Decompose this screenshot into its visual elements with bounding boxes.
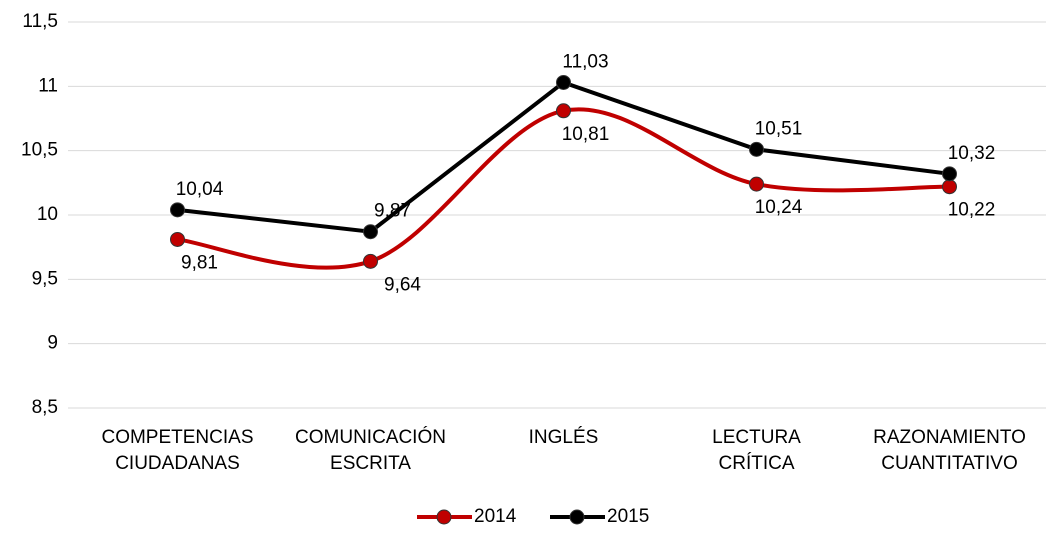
- marker: [942, 179, 957, 195]
- data-label: 9,87: [374, 201, 411, 222]
- y-tick-label: 11: [38, 75, 58, 96]
- data-label: 9,81: [181, 252, 218, 273]
- marker: [170, 231, 185, 247]
- x-tick-label: INGLÉS: [529, 427, 599, 448]
- legend-marker: [436, 509, 452, 525]
- marker: [942, 166, 957, 182]
- legend-label: 2015: [607, 506, 649, 527]
- marker: [556, 74, 571, 90]
- data-label: 10,04: [176, 179, 224, 200]
- legend-marker: [569, 509, 585, 525]
- x-tick-label: LECTURA CRÍTICA: [712, 427, 801, 474]
- data-label: 10,51: [755, 118, 803, 139]
- y-tick-label: 10: [37, 204, 58, 225]
- x-tick-label: COMUNICACIÓN ESCRITA: [295, 426, 446, 474]
- marker: [363, 253, 378, 269]
- data-label: 10,32: [948, 143, 996, 164]
- y-tick-label: 11,5: [22, 11, 58, 32]
- data-label: 11,03: [562, 51, 608, 72]
- marker: [749, 176, 764, 192]
- marker: [363, 224, 378, 240]
- y-tick-label: 8,5: [32, 397, 58, 418]
- data-label: 10,22: [948, 200, 996, 221]
- y-tick-label: 10,5: [21, 140, 58, 161]
- data-label: 10,24: [755, 197, 803, 218]
- data-label: 10,81: [562, 124, 610, 145]
- marker: [170, 202, 185, 218]
- x-tick-label: COMPETENCIAS CIUDADANAS: [101, 427, 253, 474]
- marker: [556, 103, 571, 119]
- legend-label: 2014: [474, 506, 517, 527]
- x-tick-label: RAZONAMIENTO CUANTITATIVO: [873, 427, 1026, 474]
- y-tick-label: 9: [47, 333, 58, 354]
- y-tick-label: 9,5: [32, 268, 58, 289]
- marker: [749, 141, 764, 157]
- data-label: 9,64: [384, 274, 421, 295]
